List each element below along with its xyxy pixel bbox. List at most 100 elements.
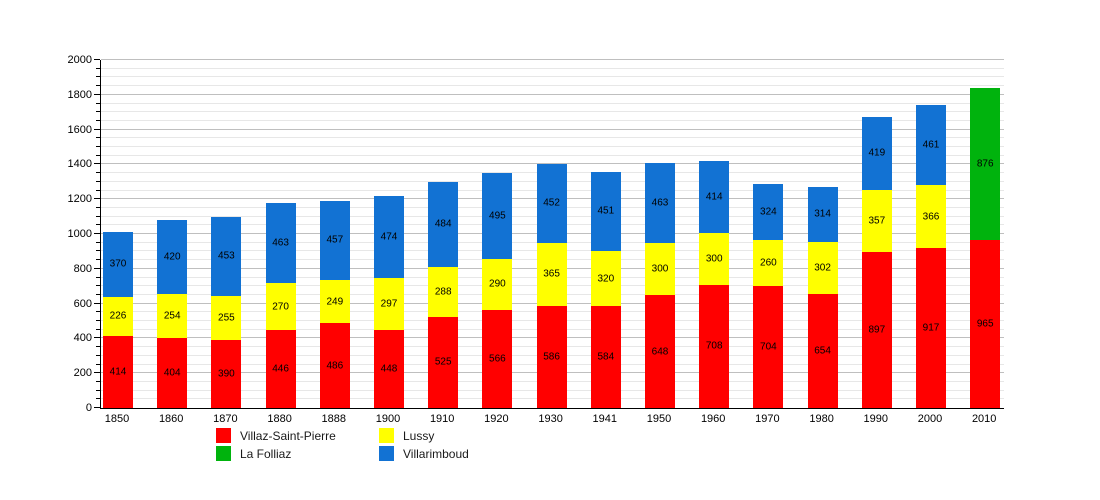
bar-value-label: 414	[109, 366, 127, 378]
y-axis-tick	[96, 346, 100, 348]
x-axis-tick-label-1900: 1900	[375, 413, 401, 425]
bar-value-label: 451	[597, 205, 615, 217]
bar-segment-1970-villaz-saint-pierre: 704	[753, 285, 784, 408]
bar-value-label: 288	[434, 286, 452, 298]
y-axis-tick	[94, 302, 100, 304]
bar-value-label: 448	[380, 363, 398, 375]
bar-segment-1950-villaz-saint-pierre: 648	[645, 295, 675, 408]
bar-segment-1970-villarimboud: 324	[753, 183, 784, 241]
bar-segment-2010-la-folliaz: 876	[970, 87, 1001, 241]
bar-segment-1970-lussy: 260	[753, 240, 784, 286]
bar-value-label: 254	[163, 310, 181, 322]
minor-gridline	[101, 146, 1004, 147]
bar-segment-1860-villarimboud: 420	[157, 220, 188, 294]
bar-segment-1880-villarimboud: 463	[265, 202, 296, 284]
bar-segment-1920-villarimboud: 495	[482, 172, 513, 260]
y-axis-tick	[96, 111, 100, 113]
bar-value-label: 324	[760, 206, 777, 218]
x-axis-tick-label-2010: 2010	[971, 413, 997, 425]
minor-gridline	[101, 154, 1004, 156]
bar-value-label: 297	[380, 298, 398, 310]
legend-item-lussy: Lussy	[379, 428, 469, 443]
bar-value-label: 463	[651, 197, 669, 209]
y-axis-tick	[94, 372, 100, 374]
y-axis-tick	[96, 241, 100, 243]
bar-segment-1960-villarimboud: 414	[699, 160, 730, 233]
bar-segment-1980-lussy: 302	[807, 241, 838, 295]
bar-segment-1888-villaz-saint-pierre: 486	[319, 323, 350, 408]
y-axis-tick-label: 200	[73, 367, 92, 380]
x-axis-tick-label-2000: 2000	[917, 413, 943, 425]
bar-segment-1910-lussy: 288	[428, 266, 459, 317]
y-axis-tick	[96, 67, 100, 69]
bar-segment-1920-lussy: 290	[482, 259, 513, 310]
bar-value-label: 357	[868, 215, 886, 227]
bar-segment-2010-villaz-saint-pierre: 965	[970, 240, 1001, 408]
bar-value-label: 302	[814, 262, 831, 274]
bar-segment-1880-lussy: 270	[265, 283, 296, 331]
bar-segment-1990-villaz-saint-pierre: 897	[861, 251, 892, 408]
y-axis-tick-label: 2000	[67, 54, 92, 66]
major-gridline	[101, 59, 1004, 60]
y-axis-tick	[94, 233, 100, 234]
bar-value-label: 654	[814, 345, 831, 357]
bar-segment-1870-lussy: 255	[211, 295, 242, 341]
bar-segment-1960-lussy: 300	[699, 232, 730, 285]
x-axis-tick-label-1910: 1910	[429, 413, 455, 425]
bar-value-label: 390	[218, 368, 235, 380]
bar-segment-1980-villaz-saint-pierre: 654	[807, 294, 838, 408]
x-axis-tick-label-1920: 1920	[484, 413, 509, 425]
y-axis-tick-label: 400	[73, 332, 92, 345]
minor-gridline	[101, 76, 1004, 78]
bar-value-label: 366	[922, 211, 940, 223]
bar-segment-1950-villarimboud: 463	[645, 162, 675, 244]
bar-value-label: 704	[760, 341, 777, 353]
y-axis-tick	[96, 285, 100, 287]
bar-value-label: 226	[109, 310, 127, 322]
y-axis-tick	[96, 137, 100, 139]
bar-value-label: 486	[326, 360, 344, 372]
bar-value-label: 876	[976, 158, 994, 170]
y-axis-tick	[96, 224, 100, 226]
bar-segment-1950-lussy: 300	[645, 243, 675, 296]
bar-segment-1900-lussy: 297	[374, 278, 404, 331]
y-axis-tick-label: 600	[73, 297, 92, 310]
y-axis-tick	[96, 320, 100, 321]
minor-gridline	[101, 119, 1004, 121]
y-axis-tick	[96, 154, 100, 156]
bar-value-label: 260	[760, 257, 777, 269]
bar-segment-1930-villaz-saint-pierre: 586	[536, 306, 567, 408]
minor-gridline	[101, 67, 1004, 69]
y-axis-tick	[96, 311, 100, 313]
bar-segment-1900-villarimboud: 474	[374, 195, 404, 279]
bar-segment-1930-villarimboud: 452	[536, 163, 567, 243]
y-axis-tick	[96, 76, 100, 78]
bar-segment-1941-villaz-saint-pierre: 584	[590, 306, 621, 408]
bar-value-label: 484	[434, 218, 452, 230]
bar-segment-2000-lussy: 366	[916, 184, 946, 249]
bar-segment-1920-villaz-saint-pierre: 566	[482, 309, 513, 408]
bar-value-label: 463	[272, 237, 289, 249]
legend-label: Villarimboud	[403, 446, 469, 461]
bar-segment-1910-villaz-saint-pierre: 525	[428, 316, 459, 408]
x-axis-tick-label-1960: 1960	[700, 413, 726, 425]
y-axis-tick	[94, 128, 100, 130]
bar-value-label: 897	[868, 324, 886, 336]
minor-gridline	[101, 111, 1004, 113]
bar-segment-1888-lussy: 249	[319, 280, 350, 324]
bar-value-label: 300	[651, 263, 669, 275]
bar-segment-1860-villaz-saint-pierre: 404	[157, 337, 188, 408]
bar-value-label: 648	[651, 346, 669, 358]
y-axis-tick	[96, 189, 100, 191]
legend-swatch-icon	[216, 428, 231, 443]
y-axis-tick	[94, 163, 100, 165]
x-axis-tick-label-1870: 1870	[213, 413, 238, 425]
bar-value-label: 290	[489, 278, 506, 290]
bar-segment-2000-villarimboud: 461	[916, 104, 946, 185]
y-axis-tick	[96, 328, 100, 330]
major-gridline	[101, 128, 1004, 130]
legend: Villaz-Saint-Pierre Lussy La Folliaz Villar…	[216, 428, 469, 461]
bar-value-label: 404	[163, 367, 181, 379]
y-axis-tick	[96, 259, 100, 261]
